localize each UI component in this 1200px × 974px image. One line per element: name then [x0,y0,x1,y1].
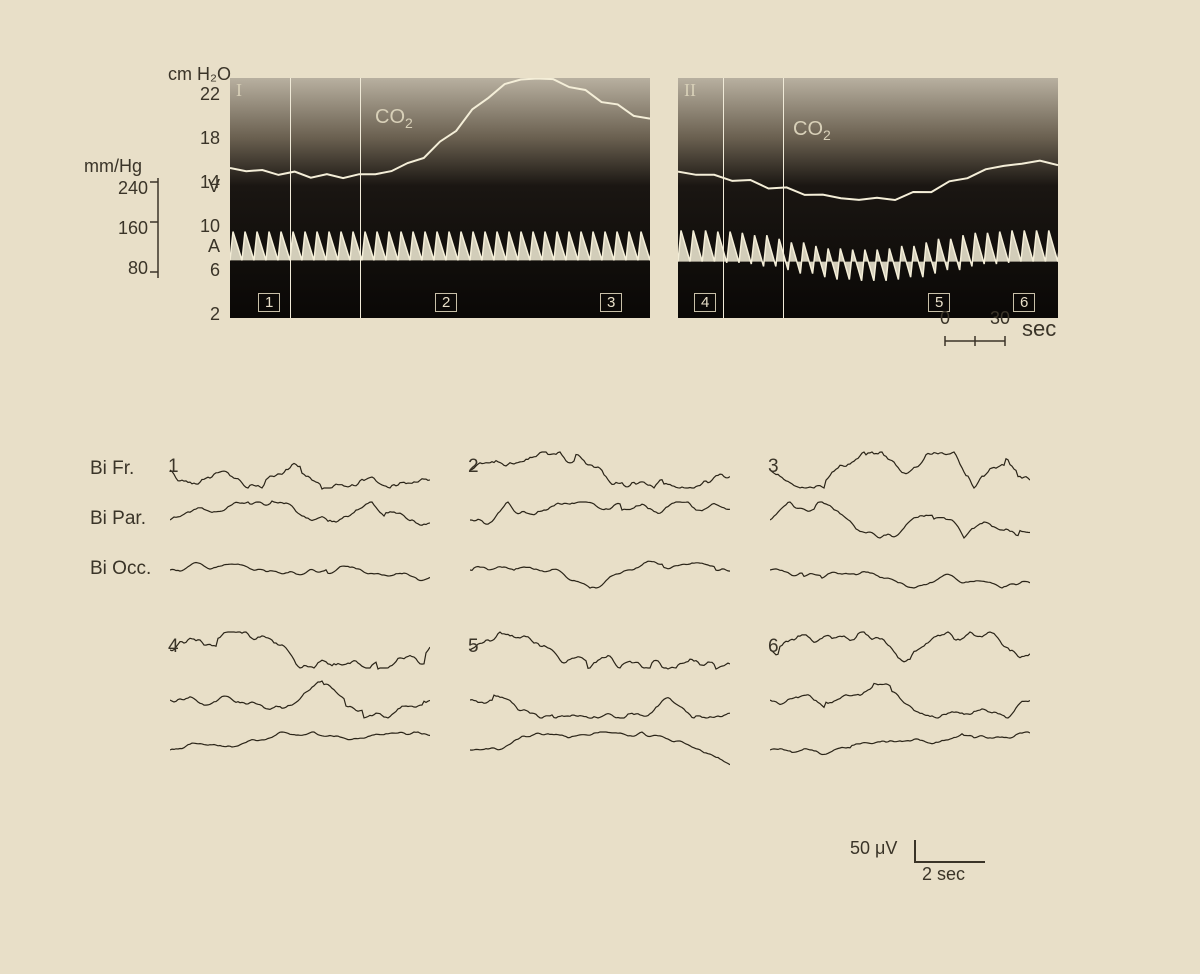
eeg-channel-bipar: Bi Par. [90,508,146,530]
tick-cm-18: 18 [190,128,220,149]
eeg-scale-bar: 50 μV 2 sec [910,840,1000,885]
trace-label-a: A [208,236,220,257]
eeg-scale-voltage: 50 μV [850,838,897,859]
tick-cm-2: 2 [190,304,220,325]
axis-unit-mmhg: mm/Hg [84,156,142,177]
eeg-trace [470,630,730,670]
eeg-segment-number: 1 [168,456,179,478]
eeg-trace [470,730,730,770]
mmhg-bracket-icon [150,178,162,278]
eeg-trace [170,680,430,720]
eeg-trace [770,680,1030,720]
eeg-segment-number: 3 [768,456,779,478]
pressure-panel-2: II CO2 4 5 6 [678,78,1058,318]
eeg-trace [170,550,430,590]
pressure-traces-2 [678,78,1058,318]
trace-label-v: V [208,176,220,197]
axis-unit-cmh2o: cm H₂O [168,64,231,85]
pressure-panels: cm H₂O 22 18 14 10 6 2 mm/Hg 240 160 80 … [90,70,1110,370]
pressure-panel-1: I CO2 1 2 3 [230,78,650,318]
tick-cm-22: 22 [190,84,220,105]
eeg-trace [470,450,730,490]
eeg-scale-time: 2 sec [922,864,965,885]
eeg-channel-biocc: Bi Occ. [90,558,151,580]
tick-mmhg-80: 80 [108,258,148,279]
eeg-segment-number: 5 [468,636,479,658]
eeg-trace [770,630,1030,670]
tick-mmhg-160: 160 [108,218,148,239]
tick-cm-10: 10 [190,216,220,237]
eeg-trace [170,450,430,490]
eeg-trace [470,500,730,540]
time-scale-bar: 0 30 sec [940,328,1080,363]
time-tick-0: 0 [940,308,950,329]
eeg-trace [170,730,430,770]
time-tick-30: 30 [990,308,1010,329]
eeg-trace [470,680,730,720]
eeg-segment-number: 4 [168,636,179,658]
time-scale-icon [940,328,1080,358]
time-unit: sec [1022,316,1056,342]
eeg-trace [770,450,1030,490]
pressure-traces-1 [230,78,650,318]
eeg-trace [170,500,430,540]
eeg-channel-bifr: Bi Fr. [90,458,134,480]
eeg-trace [470,550,730,590]
tick-mmhg-240: 240 [108,178,148,199]
eeg-segment-number: 2 [468,456,479,478]
eeg-trace [770,730,1030,770]
eeg-segment-number: 6 [768,636,779,658]
tick-cm-6: 6 [190,260,220,281]
eeg-trace [770,500,1030,540]
eeg-trace [170,630,430,670]
eeg-trace [770,550,1030,590]
